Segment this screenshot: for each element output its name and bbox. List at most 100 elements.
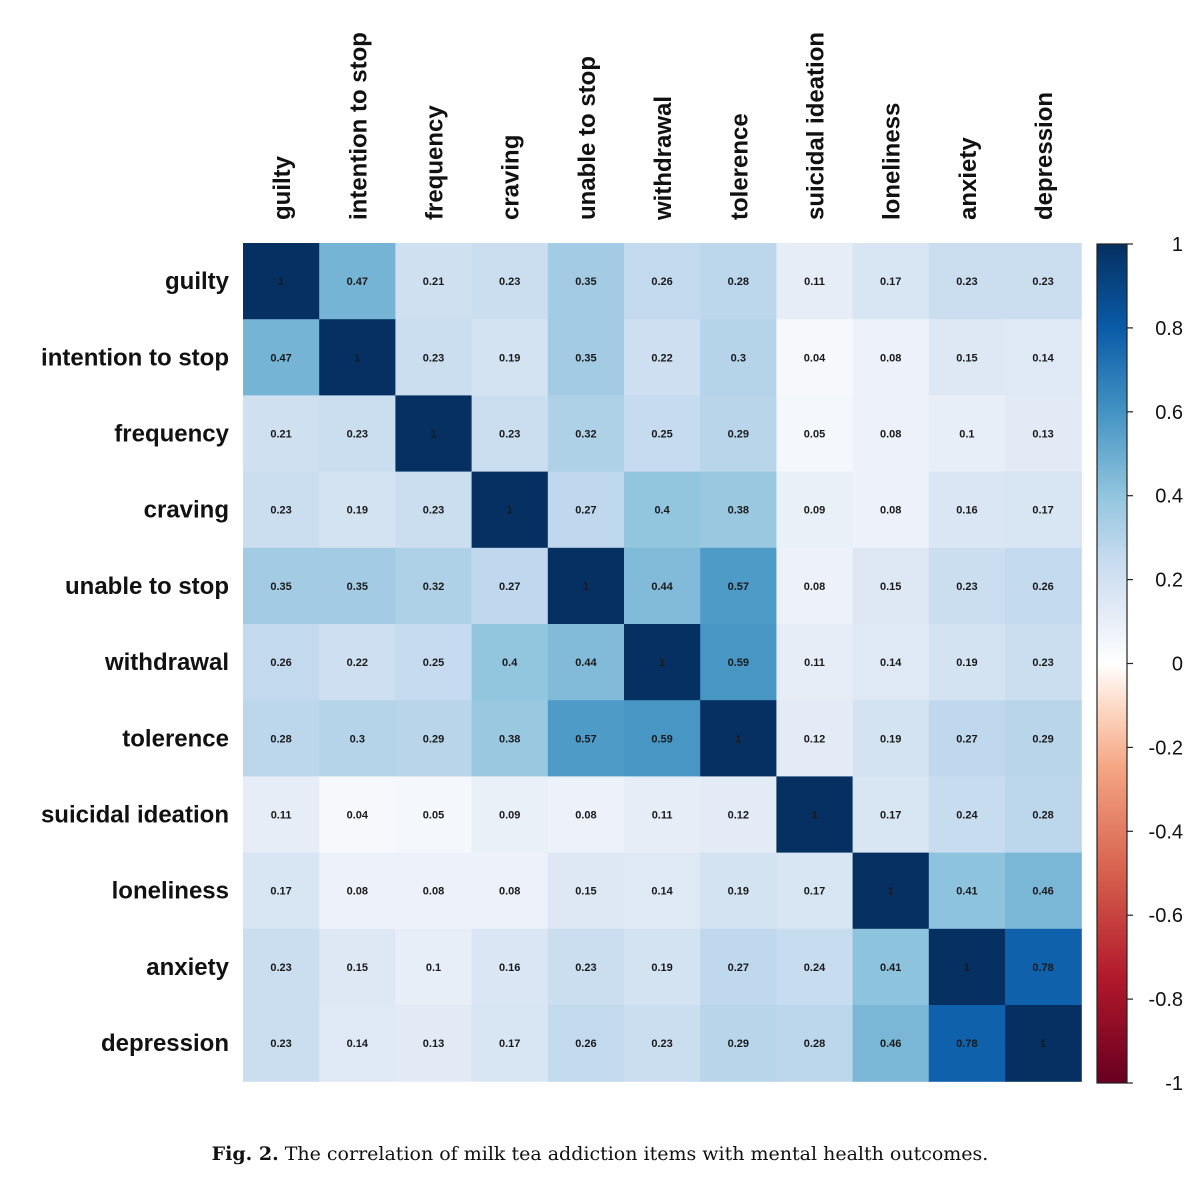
row-label-loneliness: loneliness	[112, 878, 229, 905]
heatmap-cell-anxiety-unable-to-stop	[547, 928, 625, 1006]
row-label-withdrawal: withdrawal	[104, 649, 229, 676]
cell-value-label: 0.26	[1032, 581, 1053, 593]
heatmap-cell-frequency-tolerence	[700, 395, 777, 473]
cell-value-label: 0.08	[880, 429, 901, 441]
heatmap-cell-craving-anxiety	[928, 471, 1006, 549]
legend-tick-label: -0.4	[1149, 821, 1183, 843]
cell-value-label: 0.17	[880, 810, 901, 822]
legend-color-bar	[1096, 243, 1128, 1084]
cell-value-label: 0.04	[804, 352, 826, 364]
cell-value-label: 0.19	[651, 962, 672, 974]
heatmap-cell-frequency-loneliness	[852, 395, 930, 473]
cell-value-label: 0.08	[575, 810, 596, 822]
column-label-depression: depression	[1031, 92, 1058, 220]
cell-value-label: 0.14	[880, 657, 902, 669]
heatmap-cell-frequency-anxiety	[928, 395, 1006, 473]
cell-value-label: 1	[735, 733, 741, 745]
cell-value-label: 0.11	[271, 810, 292, 822]
heatmap-cell-anxiety-withdrawal	[624, 928, 701, 1006]
cell-value-label: 1	[583, 581, 589, 593]
cell-value-label: 0.27	[499, 581, 520, 593]
cell-value-label: 0.4	[654, 505, 670, 517]
cell-value-label: 0.44	[575, 657, 597, 669]
heatmap-cell-tolerence-intention-to-stop	[319, 700, 396, 777]
cell-value-label: 1	[964, 962, 970, 974]
cell-value-label: 0.59	[728, 657, 749, 669]
heatmap-cell-anxiety-craving	[471, 928, 549, 1006]
cell-value-label: 0.17	[804, 886, 825, 898]
cell-value-label: 0.15	[880, 581, 901, 593]
heatmap-cell-unable-to-stop-frequency	[395, 547, 473, 625]
cell-value-label: 0.24	[804, 962, 826, 974]
cell-value-label: 0.47	[347, 276, 368, 288]
cell-value-label: 0.09	[804, 505, 825, 517]
cell-value-label: 0.08	[880, 505, 901, 517]
cell-value-label: 0.08	[804, 581, 825, 593]
cell-value-label: 0.78	[1032, 962, 1053, 974]
heatmap-cell-suicidal-ideation-guilty	[243, 776, 320, 854]
heatmap-cell-suicidal-ideation-craving	[471, 776, 549, 854]
heatmap-cell-guilty-guilty	[243, 243, 320, 320]
cell-value-label: 0.38	[728, 505, 749, 517]
heatmap-cell-withdrawal-depression	[1005, 624, 1082, 701]
cell-value-label: 0.59	[651, 733, 672, 745]
heatmap-cell-depression-loneliness	[852, 1005, 930, 1082]
heatmap-cell-frequency-unable-to-stop	[547, 395, 625, 473]
cell-value-label: 0.23	[575, 962, 596, 974]
heatmap-cell-guilty-anxiety	[928, 243, 1006, 320]
cell-value-label: 0.32	[575, 429, 596, 441]
heatmap-cell-craving-tolerence	[700, 471, 777, 549]
figure-caption: Fig. 2. The correlation of milk tea addic…	[0, 1143, 1200, 1165]
cell-value-label: 0.19	[728, 886, 749, 898]
heatmap-cell-loneliness-craving	[471, 852, 549, 930]
heatmap-cell-tolerence-tolerence	[700, 700, 777, 777]
heatmap-cell-suicidal-ideation-tolerence	[700, 776, 777, 854]
cell-value-label: 0.23	[956, 276, 977, 288]
cell-value-label: 1	[278, 276, 284, 288]
heatmap-cell-frequency-guilty	[243, 395, 320, 473]
cell-value-label: 0.13	[1032, 429, 1053, 441]
caption-text: The correlation of milk tea addiction it…	[284, 1143, 989, 1165]
legend-tick-label: -1	[1165, 1073, 1183, 1095]
heatmap-cell-withdrawal-loneliness	[852, 624, 930, 701]
cell-value-label: 0.16	[499, 962, 520, 974]
heatmap-cell-craving-guilty	[243, 471, 320, 549]
cell-value-label: 0.27	[728, 962, 749, 974]
cell-value-label: 0.41	[880, 962, 901, 974]
heatmap-cell-loneliness-withdrawal	[624, 852, 701, 930]
cell-value-label: 0.19	[880, 733, 901, 745]
cell-value-label: 0.26	[270, 657, 291, 669]
heatmap-cell-unable-to-stop-craving	[471, 547, 549, 625]
column-label-anxiety: anxiety	[955, 137, 982, 220]
cell-value-label: 0.17	[499, 1038, 520, 1050]
legend-tick-label: -0.6	[1149, 905, 1183, 927]
cell-value-label: 0.35	[270, 581, 291, 593]
heatmap-cell-unable-to-stop-intention-to-stop	[319, 547, 396, 625]
heatmap-cell-guilty-suicidal-ideation	[776, 243, 854, 320]
row-label-guilty: guilty	[165, 268, 230, 295]
heatmap-cell-guilty-tolerence	[700, 243, 777, 320]
cell-value-label: 0.44	[651, 581, 673, 593]
heatmap-cell-tolerence-suicidal-ideation	[776, 700, 854, 777]
heatmap-cell-depression-craving	[471, 1005, 549, 1082]
cell-value-label: 0.29	[728, 1038, 749, 1050]
column-label-loneliness: loneliness	[879, 103, 906, 220]
heatmap-cell-unable-to-stop-depression	[1005, 547, 1082, 625]
column-label-tolerence: tolerence	[726, 113, 753, 220]
heatmap-cell-suicidal-ideation-depression	[1005, 776, 1082, 854]
heatmap-cell-intention-to-stop-withdrawal	[624, 319, 701, 396]
legend-tick-label: 0.4	[1155, 486, 1183, 508]
heatmap-cell-tolerence-guilty	[243, 700, 320, 777]
cell-value-label: 0.17	[1032, 505, 1053, 517]
cell-value-label: 0.29	[728, 429, 749, 441]
heatmap-cell-intention-to-stop-craving	[471, 319, 549, 396]
heatmap-cell-labels: 1 0.47 0.21 0.23 0.35 0.26 0.28 0.11 0.17 0.23 0.2…	[270, 276, 1054, 1050]
cell-value-label: 0.14	[651, 886, 673, 898]
cell-value-label: 0.08	[347, 886, 368, 898]
cell-value-label: 0.57	[575, 733, 596, 745]
heatmap-cell-guilty-unable-to-stop	[547, 243, 625, 320]
cell-value-label: 1	[507, 505, 513, 517]
cell-value-label: 0.16	[956, 505, 977, 517]
heatmap-cell-suicidal-ideation-unable-to-stop	[547, 776, 625, 854]
heatmap-cell-loneliness-unable-to-stop	[547, 852, 625, 930]
